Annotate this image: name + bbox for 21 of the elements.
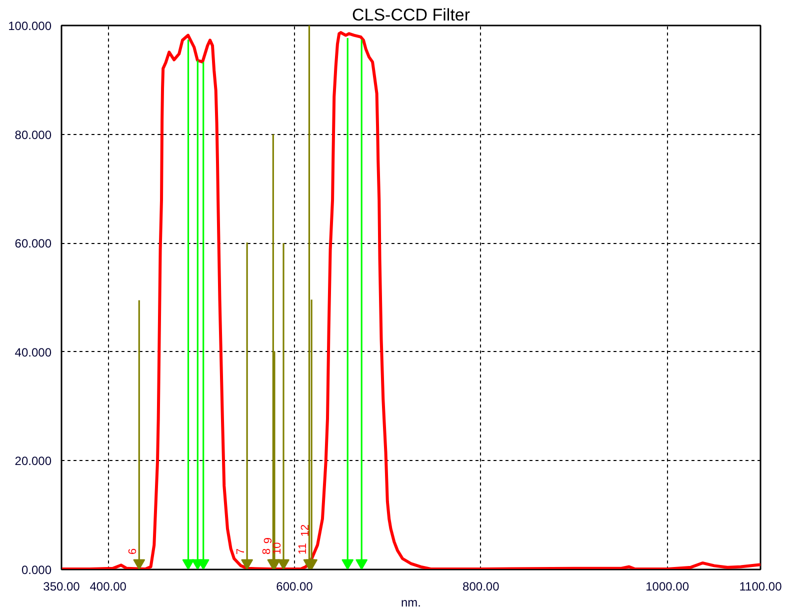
y-tick-label: 60.000: [14, 236, 52, 251]
x-tick-label: 600.00: [276, 580, 314, 594]
annotation: 10: [272, 542, 284, 555]
y-tick-label: 20.000: [14, 454, 52, 468]
x-tick-label: 350.00: [43, 580, 80, 594]
x-tick-label: 1100.00: [739, 580, 782, 594]
annotation: 11: [297, 543, 310, 555]
y-tick-label: 40.000: [14, 345, 52, 360]
annotation: 6: [127, 548, 140, 555]
annotation: 9: [262, 537, 274, 544]
x-tick-label: 800.00: [462, 580, 500, 594]
y-tick-label: 80.000: [14, 128, 52, 142]
y-tick-label: 100.000: [8, 19, 52, 33]
chart-title: CLS-CCD Filter: [352, 6, 470, 24]
x-tick-label: 1000.00: [646, 580, 690, 594]
annotation: 12: [300, 524, 312, 537]
y-tick-label: 0.000: [21, 563, 52, 577]
x-axis-title: nm.: [401, 596, 422, 610]
annotation: 8: [261, 548, 274, 555]
x-tick-label: 400.00: [90, 580, 127, 594]
annotation: 7: [235, 548, 248, 555]
